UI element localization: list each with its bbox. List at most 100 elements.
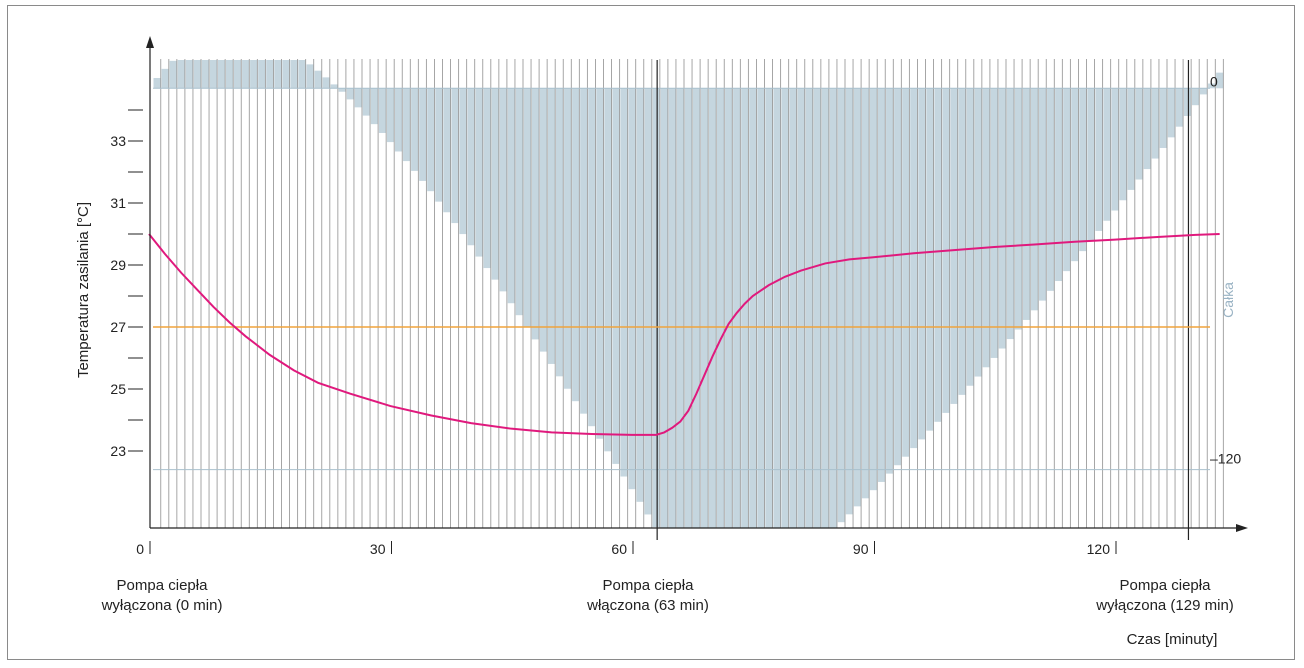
integral-bar bbox=[209, 60, 218, 89]
integral-bar bbox=[821, 88, 830, 529]
integral-bar bbox=[378, 88, 387, 133]
integral-bar bbox=[982, 88, 991, 368]
integral-bar bbox=[427, 88, 435, 192]
x-tick-label-0: 0 bbox=[136, 541, 144, 557]
integral-bar bbox=[1039, 88, 1047, 301]
integral-bar bbox=[741, 88, 749, 529]
integral-bar bbox=[1030, 88, 1039, 311]
integral-bar bbox=[918, 88, 926, 440]
integral-bar bbox=[725, 88, 733, 529]
integral-bar bbox=[773, 88, 781, 529]
integral-bar bbox=[185, 60, 194, 89]
integral-bar bbox=[443, 88, 451, 213]
integral-bar bbox=[1063, 88, 1071, 272]
integral-bar bbox=[990, 88, 999, 358]
integral-bar bbox=[282, 60, 290, 89]
integral-bar bbox=[1183, 88, 1192, 116]
axes bbox=[146, 36, 1248, 532]
event-annotation-1: włączona (63 min) bbox=[586, 597, 709, 614]
integral-bar bbox=[153, 77, 161, 89]
integral-bar bbox=[612, 88, 620, 464]
integral-bar bbox=[330, 84, 339, 89]
integral-bar bbox=[700, 88, 709, 529]
integral-bar bbox=[274, 60, 282, 89]
integral-bar bbox=[1143, 88, 1152, 170]
integral-bar bbox=[1079, 88, 1087, 252]
integral-bar bbox=[765, 88, 773, 529]
y-tick-label-25: 25 bbox=[110, 381, 126, 397]
integral-bar bbox=[869, 88, 878, 491]
integral-bar bbox=[757, 88, 765, 529]
integral-bar bbox=[636, 88, 644, 502]
integral-bar bbox=[1087, 88, 1095, 242]
integral-bar bbox=[564, 88, 572, 389]
integral-bar bbox=[507, 88, 516, 304]
integral-bar bbox=[395, 88, 403, 152]
integral-bar bbox=[813, 88, 822, 529]
series-lines bbox=[148, 233, 1220, 436]
integral-bar bbox=[1103, 88, 1111, 221]
integral-bar bbox=[708, 88, 717, 529]
integral-bar bbox=[306, 64, 314, 89]
integral-bar bbox=[1216, 72, 1224, 89]
integral-bar bbox=[467, 88, 475, 246]
integral-bar bbox=[1119, 88, 1127, 201]
integral-bar bbox=[878, 88, 886, 482]
y2-axis-title: Całka bbox=[1220, 282, 1236, 318]
integral-bar bbox=[1055, 88, 1063, 282]
integral-bar bbox=[902, 88, 910, 457]
integral-bar bbox=[620, 88, 628, 477]
integral-bar bbox=[161, 68, 169, 89]
integral-bar bbox=[886, 88, 894, 474]
integral-bar bbox=[483, 88, 491, 269]
integral-bar bbox=[201, 60, 210, 89]
integral-bar bbox=[1014, 88, 1023, 330]
integral-bar bbox=[845, 88, 854, 515]
y2-tick-label: –120 bbox=[1210, 451, 1241, 467]
integral-bar bbox=[419, 88, 427, 181]
integral-bar bbox=[1022, 88, 1031, 320]
integral-bar bbox=[1006, 88, 1015, 340]
supply-temperature-line bbox=[148, 233, 1220, 436]
integral-bar bbox=[604, 88, 612, 452]
integral-bar bbox=[958, 88, 966, 395]
integral-bar bbox=[531, 88, 540, 340]
integral-bar bbox=[1135, 88, 1144, 180]
integral-bar bbox=[234, 60, 242, 89]
integral-bar bbox=[338, 88, 347, 92]
integral-bar bbox=[451, 88, 459, 224]
integral-bar bbox=[547, 88, 556, 364]
integral-bar bbox=[974, 88, 983, 377]
integral-bar bbox=[910, 88, 918, 449]
integral-bar bbox=[515, 88, 524, 316]
integral-bar bbox=[829, 88, 838, 529]
integral-bar bbox=[660, 88, 669, 529]
integral-bar bbox=[1095, 88, 1103, 231]
integral-bar bbox=[258, 60, 266, 89]
integral-bar bbox=[225, 60, 234, 89]
integral-bar bbox=[1175, 88, 1184, 127]
integral-bar bbox=[572, 88, 580, 402]
integral-bar bbox=[596, 88, 604, 439]
integral-bar bbox=[556, 88, 564, 377]
integral-bar bbox=[362, 88, 371, 116]
integral-bar bbox=[1047, 88, 1055, 291]
integral-bar bbox=[1200, 88, 1208, 95]
y-tick-label-29: 29 bbox=[110, 257, 126, 273]
event-annotation-2: wyłączona (129 min) bbox=[1095, 597, 1234, 614]
integral-bar bbox=[499, 88, 508, 292]
integral-bar bbox=[781, 88, 789, 529]
y-tick-label-23: 23 bbox=[110, 443, 126, 459]
y2-tick-label: 0 bbox=[1210, 73, 1218, 89]
integral-bar bbox=[580, 88, 588, 414]
integral-bar bbox=[861, 88, 870, 499]
integral-bar bbox=[1111, 88, 1119, 211]
y-axis-title: Temperatura zasilania [°C] bbox=[75, 202, 92, 378]
integral-bar bbox=[1208, 83, 1216, 89]
integral-bar bbox=[1151, 88, 1160, 159]
integral-bar bbox=[998, 88, 1007, 349]
x-tick-label-60: 60 bbox=[611, 541, 627, 557]
integral-bar bbox=[652, 88, 661, 528]
integral-bar bbox=[789, 88, 797, 529]
